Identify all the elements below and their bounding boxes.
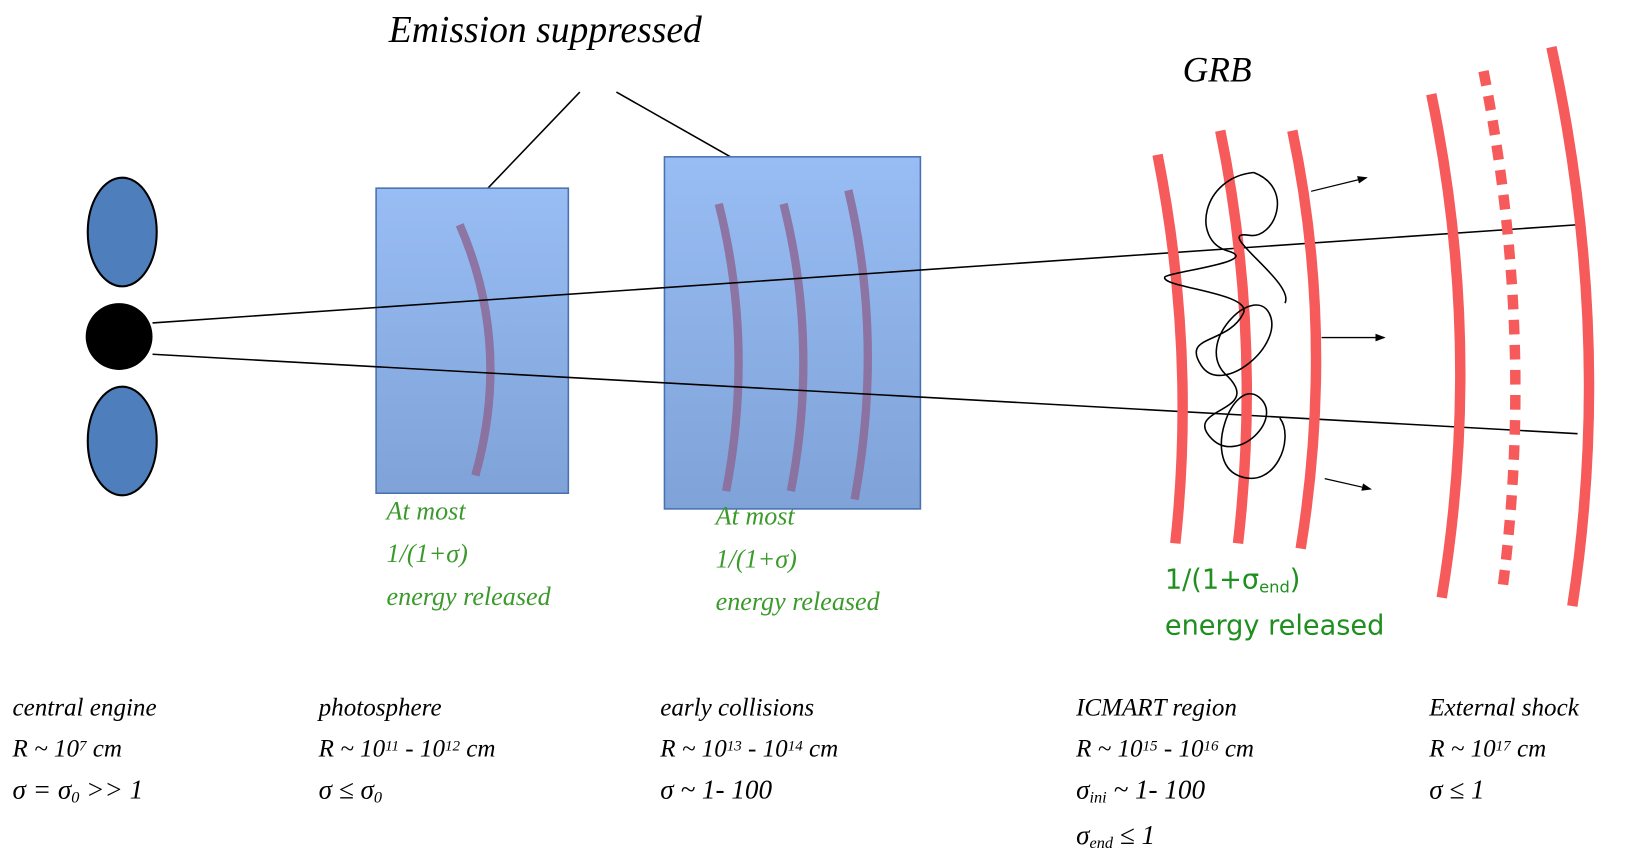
script: end xyxy=(1089,833,1113,852)
shell xyxy=(1158,155,1183,544)
script: 13 xyxy=(727,739,742,755)
text-part: σ ≤ 1 xyxy=(1429,774,1484,804)
text-part: ≤ 1 xyxy=(1113,820,1155,850)
script: 14 xyxy=(788,739,804,755)
text-part: energy released xyxy=(1165,610,1385,641)
label-line: σend ≤ 1 xyxy=(1076,820,1155,852)
script: 11 xyxy=(385,739,399,755)
diagram: Emission suppressed GRB At most1/(1+σ)en… xyxy=(0,0,1635,859)
title: Emission suppressed xyxy=(388,9,702,51)
label-line: R ~ 107 cm xyxy=(12,736,122,763)
shell xyxy=(1484,71,1516,590)
script: 12 xyxy=(445,739,461,755)
text-part: R ~ 10 xyxy=(1075,736,1143,763)
text-part: R ~ 10 xyxy=(318,736,386,763)
region-name: central engine xyxy=(13,695,157,722)
label-line: σ ~ 1- 100 xyxy=(660,774,772,804)
script: 16 xyxy=(1204,739,1220,755)
grb-label: GRB xyxy=(1183,50,1252,90)
script: end xyxy=(1259,577,1290,596)
callout-line xyxy=(488,92,580,188)
label-line: R ~ 1015 - 1016 cm xyxy=(1075,736,1254,763)
text-part: 1/(1+σ xyxy=(1165,564,1259,595)
shell xyxy=(1431,94,1460,598)
central-engine xyxy=(86,303,153,370)
label-line: R ~ 1017 cm xyxy=(1428,736,1546,763)
arrow xyxy=(1311,178,1366,192)
engine-lobe xyxy=(88,178,157,287)
script: 0 xyxy=(374,787,382,806)
label-line: energy released xyxy=(716,587,881,616)
text-part: >> 1 xyxy=(79,774,143,804)
region-name: ICMART region xyxy=(1075,695,1237,722)
photosphere-box xyxy=(376,188,568,493)
arrow xyxy=(1325,479,1371,489)
label-line: σ = σ0 >> 1 xyxy=(13,774,144,806)
shell xyxy=(1551,47,1589,606)
collision-box xyxy=(664,157,920,509)
text-part: cm xyxy=(87,736,123,763)
text-part: ~ 1- 100 xyxy=(1107,774,1206,804)
shell xyxy=(1220,131,1247,544)
text-part: cm xyxy=(803,736,839,763)
label-line: At most xyxy=(385,496,467,525)
text-part: σ ~ 1- 100 xyxy=(660,774,772,804)
text-part: cm xyxy=(1219,736,1255,763)
label-line: At most xyxy=(714,502,796,531)
engine-lobe xyxy=(88,387,157,496)
text-part: ) xyxy=(1290,564,1301,595)
text-part: R ~ 10 xyxy=(12,736,80,763)
label-line: σ ≤ 1 xyxy=(1429,774,1484,804)
label-line: energy released xyxy=(387,582,552,611)
text-part: 1/(1+σ) xyxy=(387,539,468,568)
label-line: 1/(1+σ) xyxy=(716,544,797,573)
script: 0 xyxy=(71,787,79,806)
label-line: σ ≤ σ0 xyxy=(319,774,382,806)
text-part: 1/(1+σ) xyxy=(716,544,797,573)
text-part: At most xyxy=(714,502,796,531)
label-line: R ~ 1013 - 1014 cm xyxy=(659,736,838,763)
label-line: 1/(1+σend) xyxy=(1165,564,1301,596)
label-line: R ~ 1011 - 1012 cm xyxy=(318,736,496,763)
script: 15 xyxy=(1143,739,1159,755)
page: Emission suppressed GRB At most1/(1+σ)en… xyxy=(0,0,1635,859)
labels: At most 1/(1+σ) energy released At most 1/(1… xyxy=(12,496,1580,852)
text-part: - 10 xyxy=(399,736,445,763)
text-part: - 10 xyxy=(742,736,788,763)
label-line: energy released xyxy=(1165,610,1385,641)
text-part: energy released xyxy=(716,587,881,616)
region-name: photosphere xyxy=(317,695,442,722)
shell xyxy=(1292,131,1316,549)
text-part: energy released xyxy=(387,582,552,611)
text-part: σ ≤ σ xyxy=(319,774,376,804)
text-part: At most xyxy=(385,496,467,525)
label-line: σini ~ 1- 100 xyxy=(1076,774,1205,806)
region-name: External shock xyxy=(1428,695,1580,722)
text-part: cm xyxy=(460,736,496,763)
text-part: R ~ 10 xyxy=(659,736,727,763)
region-name: early collisions xyxy=(660,695,814,722)
text-part: R ~ 10 xyxy=(1428,736,1496,763)
label-line: 1/(1+σ) xyxy=(387,539,468,568)
text-part: - 10 xyxy=(1158,736,1204,763)
script: ini xyxy=(1089,787,1107,806)
text-part: σ = σ xyxy=(13,774,73,804)
text-part: cm xyxy=(1511,736,1546,763)
